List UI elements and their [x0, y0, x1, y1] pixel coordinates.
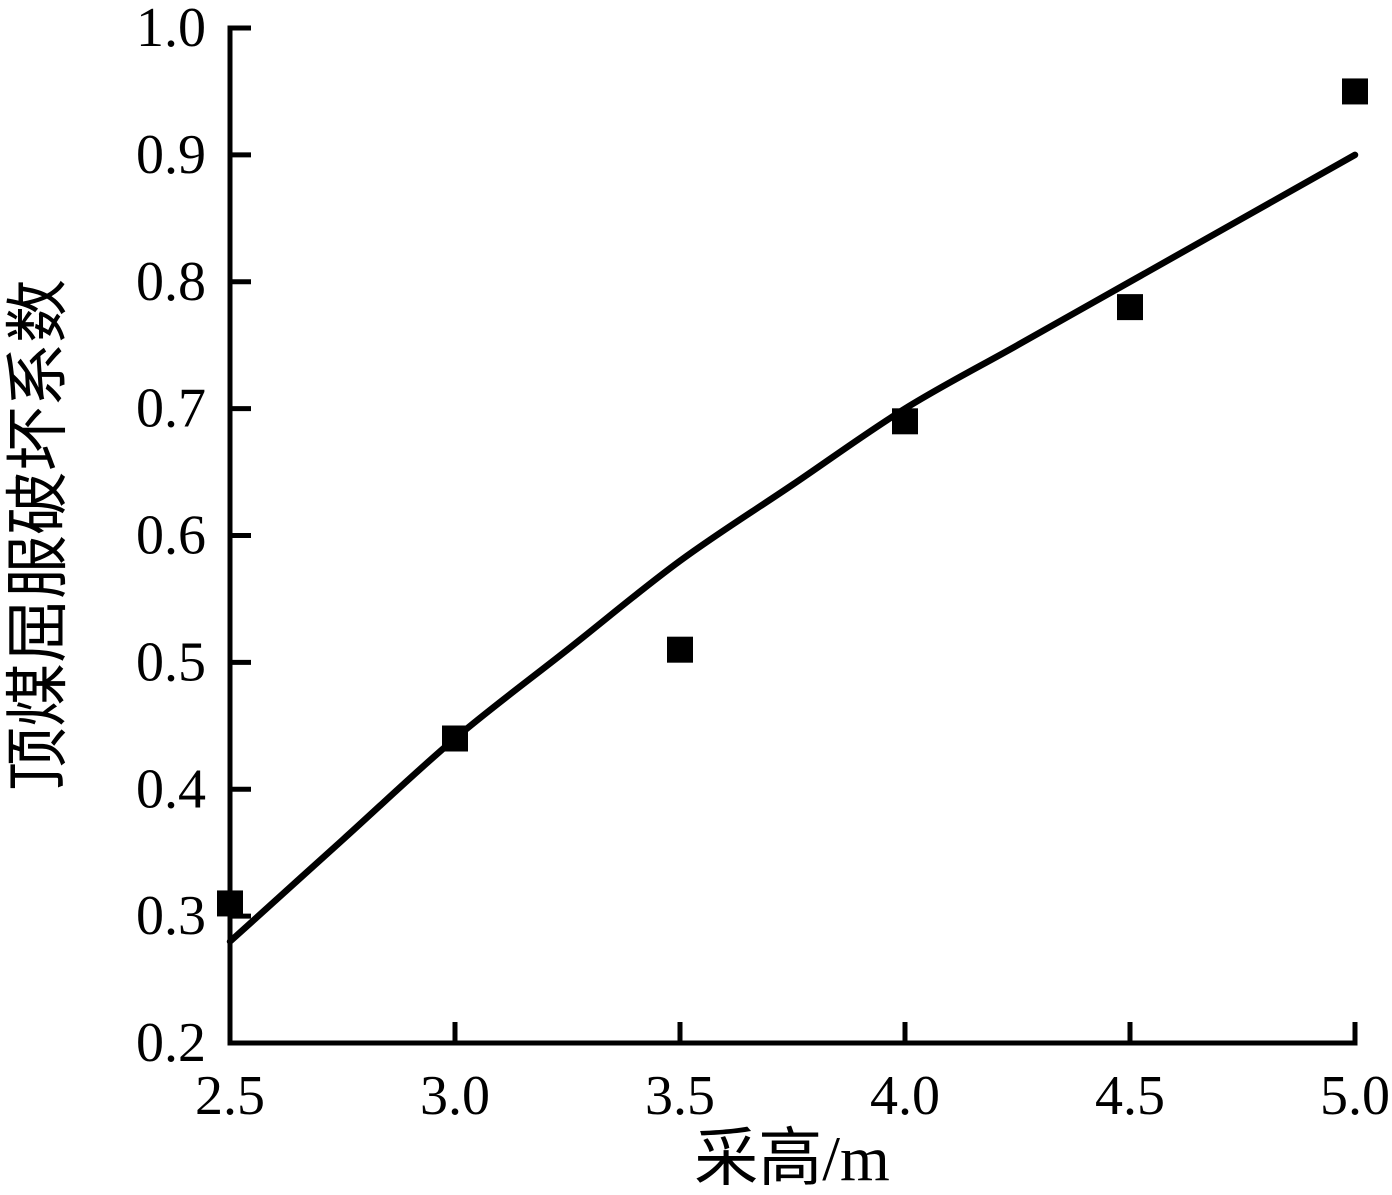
y-tick-label: 0.9: [136, 124, 206, 186]
y-tick-label: 0.4: [136, 758, 206, 820]
data-point: [1117, 294, 1143, 321]
x-tick-label: 4.5: [1095, 1065, 1165, 1127]
x-tick-labels: 2.5 3.0 3.5 4.0 4.5 5.0: [195, 1065, 1390, 1127]
x-tick-label: 4.0: [870, 1065, 940, 1127]
data-point: [1342, 78, 1368, 105]
y-tick-labels: 0.2 0.3 0.4 0.5 0.6 0.7 0.8 0.9 1.0: [136, 0, 206, 1074]
x-tick-label: 3.5: [645, 1065, 715, 1127]
x-tick-label: 5.0: [1320, 1065, 1390, 1127]
fit-curve-line: [226, 151, 1359, 945]
y-tick-label: 0.2: [136, 1012, 206, 1074]
data-point-markers: [217, 78, 1368, 917]
y-tick-label: 1.0: [136, 0, 206, 59]
y-tick-label: 0.7: [136, 378, 206, 440]
data-point: [217, 890, 243, 917]
y-tick-label: 0.5: [136, 631, 206, 693]
x-tick-label: 3.0: [420, 1065, 490, 1127]
y-tick-label: 0.3: [136, 885, 206, 947]
data-point: [892, 408, 918, 435]
y-tick-label: 0.8: [136, 251, 206, 313]
y-axis-title: 顶煤屈服破坏系数: [3, 279, 74, 791]
tick-marks: [227, 25, 1358, 1046]
data-point: [667, 636, 693, 663]
y-tick-label: 0.6: [136, 505, 206, 567]
x-tick-label: 2.5: [195, 1065, 265, 1127]
data-point: [442, 725, 468, 752]
axes-frame: [227, 25, 1358, 1046]
x-axis-title: 采高/m: [694, 1123, 890, 1194]
axis-spines: [227, 25, 1358, 1046]
